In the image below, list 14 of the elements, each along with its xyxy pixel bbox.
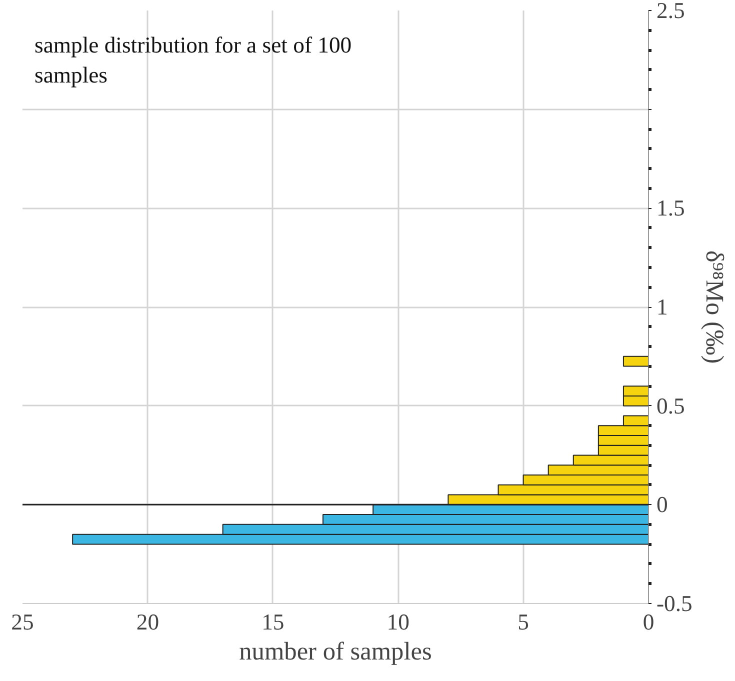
y-tick-label: 0 [656,492,668,518]
x-tick-label: 10 [386,610,410,634]
x-tick-label: 15 [262,610,284,634]
y-tick-label: 0.5 [656,393,685,418]
y-axis-title: δ⁹⁸Mo (‰) [700,250,728,364]
y-tick-label: 2.5 [656,0,685,23]
x-tick-label: 20 [136,610,160,634]
x-tick-label: 5 [518,610,529,634]
y-tick-label: 1 [656,294,668,320]
y-tick-label: -0.5 [656,591,692,616]
x-tick-label: 25 [11,610,34,634]
y-tick-label: 1.5 [656,196,685,221]
x-axis-title: number of samples [239,638,432,666]
annotation: sample distribution for a set of 100 samples [34,32,352,88]
